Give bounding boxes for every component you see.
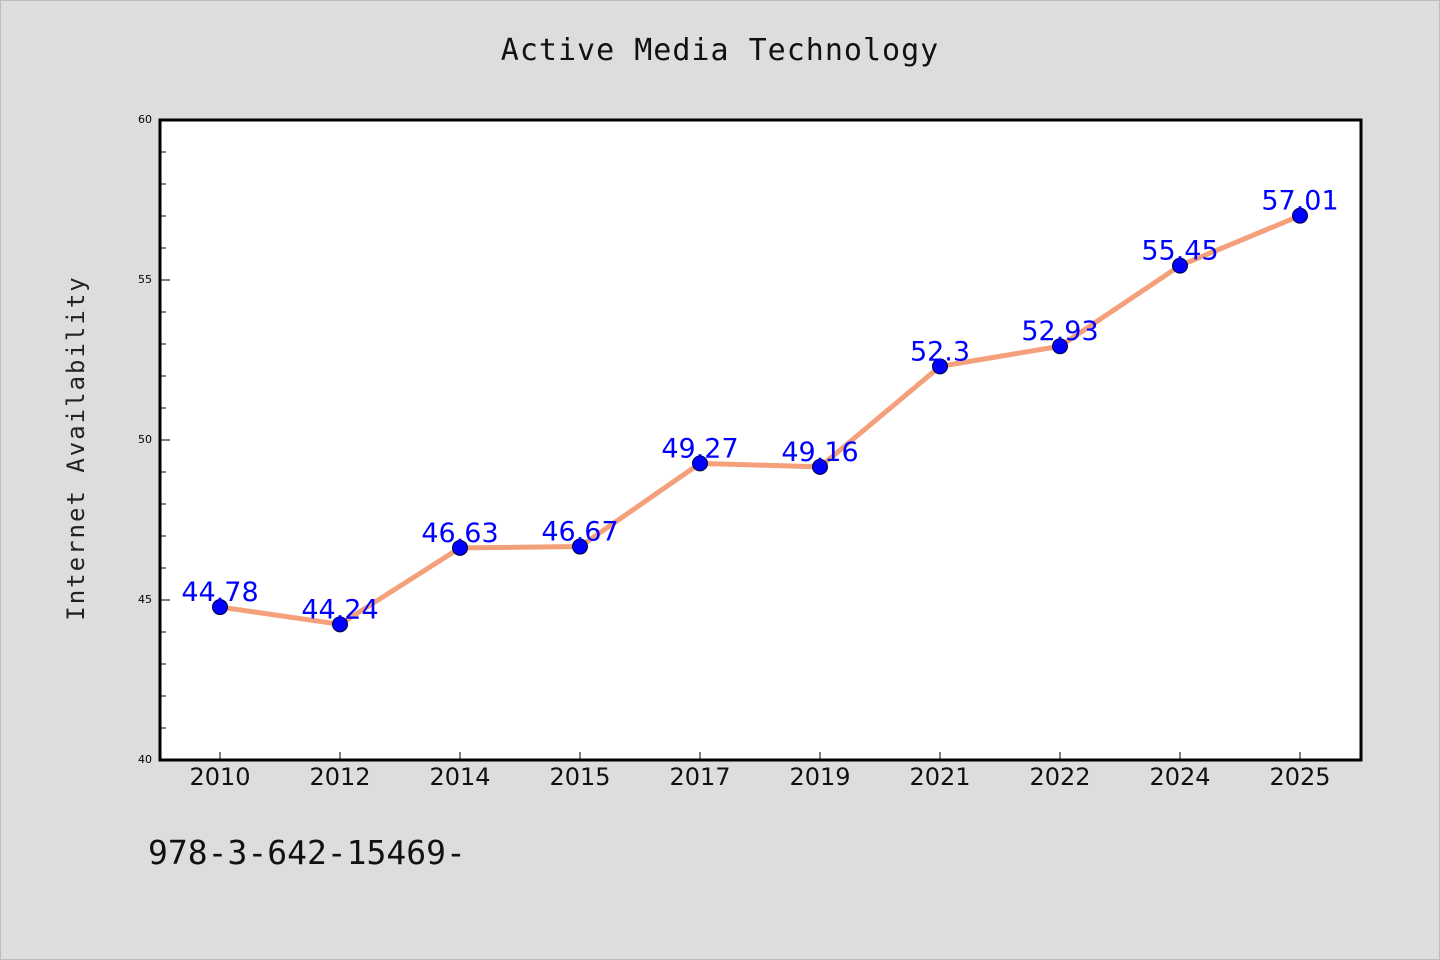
y-tick-label: 40 (138, 753, 152, 766)
data-point (692, 455, 708, 472)
series-line (217, 213, 1303, 627)
x-tick-label: 2015 (549, 763, 610, 791)
x-tick-label: 2025 (1269, 763, 1330, 791)
footer-text: 978-3-642-15469- (148, 833, 466, 872)
data-point (1172, 257, 1188, 274)
data-point (212, 599, 228, 616)
y-tick-label: 60 (138, 113, 152, 126)
data-point (332, 616, 348, 633)
data-label: 46.67 (541, 517, 618, 548)
data-point (572, 538, 588, 555)
y-tick-label: 45 (138, 593, 152, 606)
data-label: 46.63 (421, 518, 498, 549)
data-label: 57.01 (1261, 186, 1338, 217)
x-tick-label: 2014 (429, 763, 490, 791)
x-tick-label: 2010 (189, 763, 250, 791)
y-tick-label: 55 (138, 273, 152, 286)
data-point (1052, 338, 1068, 355)
plot-area (158, 118, 1363, 762)
x-tick-label: 2012 (309, 763, 370, 791)
data-label: 49.27 (661, 433, 738, 464)
data-label: 44.24 (301, 594, 378, 625)
chart-title: Active Media Technology (500, 33, 940, 68)
data-label: 55.45 (1141, 236, 1218, 267)
x-tick-label: 2021 (909, 763, 970, 791)
data-label: 44.78 (181, 577, 258, 608)
data-point (932, 358, 948, 375)
data-label: 52.93 (1021, 316, 1098, 347)
data-point (452, 539, 468, 556)
x-tick-label: 2024 (1149, 763, 1210, 791)
data-point (812, 458, 828, 475)
data-point (1292, 207, 1308, 224)
x-tick-label: 2017 (669, 763, 730, 791)
y-tick-label: 50 (138, 433, 152, 446)
x-tick-label: 2019 (789, 763, 850, 791)
x-tick-label: 2022 (1029, 763, 1090, 791)
data-label: 52.3 (910, 336, 970, 367)
data-label: 49.16 (781, 437, 858, 468)
